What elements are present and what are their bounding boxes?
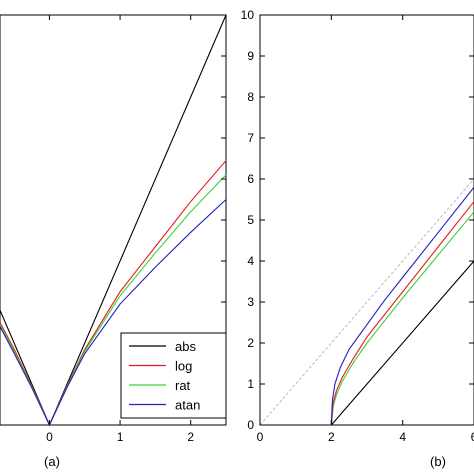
panel-a: 0 1 2 abs log rat atan (a) <box>0 14 227 469</box>
x-tick-label: 2 <box>328 430 335 444</box>
plot-frame <box>259 14 474 426</box>
panel-label: (b) <box>430 454 446 469</box>
series-line-3 <box>330 211 474 426</box>
legend-label-log: log <box>175 359 192 374</box>
y-tick-label: 1 <box>247 377 254 391</box>
legend-box <box>120 332 227 419</box>
panel-label: (a) <box>44 454 60 469</box>
series-line-atan <box>0 199 227 427</box>
y-tick-label: 6 <box>247 172 254 186</box>
x-tick-label: 4 <box>399 430 406 444</box>
y-tick-label: 4 <box>247 254 254 268</box>
series-line-2 <box>259 178 474 426</box>
y-tick-label: 0 <box>247 418 254 432</box>
y-tick-label: 9 <box>247 49 254 63</box>
legend-label-atan: atan <box>175 398 200 413</box>
x-tick-label: 0 <box>257 430 264 444</box>
series-line-4 <box>330 201 474 426</box>
series-line-rat <box>0 174 227 427</box>
y-tick-label: 10 <box>241 8 255 22</box>
x-tick-label: 6 <box>471 430 474 444</box>
y-tick-label: 2 <box>247 336 254 350</box>
panel-b: 0 2 4 6 0 1 2 3 4 5 6 7 8 9 10 (b) <box>241 8 474 469</box>
y-tick-label: 8 <box>247 90 254 104</box>
y-tick-label: 7 <box>247 131 254 145</box>
legend-label-abs: abs <box>175 339 196 354</box>
x-tick-label: 2 <box>187 430 194 444</box>
series-line-5 <box>330 186 474 426</box>
x-tick-label: 0 <box>46 430 53 444</box>
y-tick-label: 5 <box>247 213 254 227</box>
x-tick-label: 1 <box>117 430 124 444</box>
series-line-1 <box>330 260 474 426</box>
y-tick-label: 3 <box>247 295 254 309</box>
legend-label-rat: rat <box>175 378 191 393</box>
series-line-log <box>0 160 227 427</box>
